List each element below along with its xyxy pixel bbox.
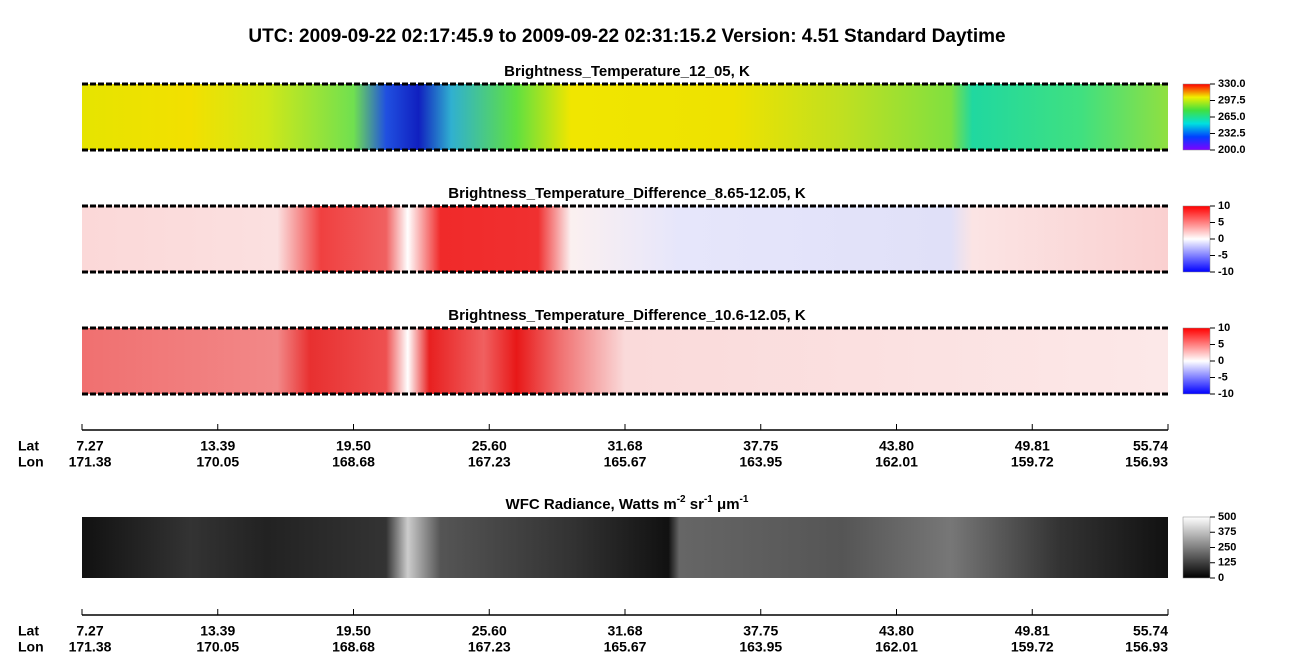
colorbar-label: 250 xyxy=(1218,541,1236,553)
lon-label: 159.72 xyxy=(1011,639,1054,655)
colorbar-label: 330.0 xyxy=(1218,78,1246,90)
lon-label: 163.95 xyxy=(739,639,782,655)
lon-label: 167.23 xyxy=(468,454,511,470)
data-image xyxy=(82,84,1168,150)
row-label: Lat xyxy=(18,623,39,639)
row-label: Lon xyxy=(18,454,44,470)
data-image xyxy=(82,328,1168,394)
lat-label: 37.75 xyxy=(743,438,778,454)
lon-label: 163.95 xyxy=(739,454,782,470)
colorbar-label: 375 xyxy=(1218,526,1236,538)
lon-label: 156.93 xyxy=(1125,639,1168,655)
panel-title: Brightness_Temperature_Difference_8.65-1… xyxy=(448,185,806,202)
lat-label: 13.39 xyxy=(200,438,235,454)
panel-title: WFC Radiance, Watts m-2 sr-1 μm-1 xyxy=(506,494,749,513)
lon-label: 170.05 xyxy=(196,454,239,470)
lon-label: 165.67 xyxy=(604,639,647,655)
lon-label: 167.23 xyxy=(468,639,511,655)
data-image xyxy=(82,517,1168,578)
lat-label: 55.74 xyxy=(1133,623,1168,639)
colorbar-label: 0 xyxy=(1218,572,1224,584)
colorbar-label: -5 xyxy=(1218,371,1228,383)
colorbar-label: -10 xyxy=(1218,266,1234,278)
lon-label: 162.01 xyxy=(875,639,918,655)
colorbar xyxy=(1182,516,1211,579)
title-part: μm xyxy=(713,496,740,513)
title-part: -1 xyxy=(740,494,749,505)
colorbar-label: 500 xyxy=(1218,511,1236,523)
lon-label: 162.01 xyxy=(875,454,918,470)
lat-label: 43.80 xyxy=(879,623,914,639)
panel-title: Brightness_Temperature_12_05, K xyxy=(504,63,750,80)
lat-label: 19.50 xyxy=(336,623,371,639)
colorbar xyxy=(1182,83,1211,151)
lat-label: 37.75 xyxy=(743,623,778,639)
lon-label: 168.68 xyxy=(332,639,375,655)
lat-label: 43.80 xyxy=(879,438,914,454)
row-label: Lon xyxy=(18,639,44,655)
colorbar-label: 0 xyxy=(1218,233,1224,245)
data-image xyxy=(82,206,1168,272)
colorbar-label: 5 xyxy=(1218,216,1224,228)
lat-label: 31.68 xyxy=(607,438,642,454)
lat-label: 7.27 xyxy=(76,438,103,454)
title-part: WFC Radiance, Watts m xyxy=(506,496,677,513)
lon-label: 168.68 xyxy=(332,454,375,470)
colorbar-label: 0 xyxy=(1218,355,1224,367)
lon-label: 165.67 xyxy=(604,454,647,470)
page-title: UTC: 2009-09-22 02:17:45.9 to 2009-09-22… xyxy=(248,26,1005,47)
panel-title: Brightness_Temperature_Difference_10.6-1… xyxy=(448,307,806,324)
colorbar-label: 125 xyxy=(1218,557,1236,569)
lon-label: 171.38 xyxy=(69,639,112,655)
lat-label: 13.39 xyxy=(200,623,235,639)
colorbar-label: -5 xyxy=(1218,249,1228,261)
colorbar-label: 200.0 xyxy=(1218,144,1246,156)
lat-label: 7.27 xyxy=(76,623,103,639)
lon-label: 159.72 xyxy=(1011,454,1054,470)
colorbar-label: -10 xyxy=(1218,388,1234,400)
colorbar-label: 297.5 xyxy=(1218,94,1246,106)
lat-label: 25.60 xyxy=(472,623,507,639)
lat-label: 25.60 xyxy=(472,438,507,454)
title-part: -2 xyxy=(677,494,686,505)
colorbar-label: 265.0 xyxy=(1218,111,1246,123)
colorbar-label: 10 xyxy=(1218,200,1230,212)
row-label: Lat xyxy=(18,438,39,454)
colorbar-label: 5 xyxy=(1218,338,1224,350)
lon-label: 171.38 xyxy=(69,454,112,470)
colorbar-label: 232.5 xyxy=(1218,127,1246,139)
colorbar-label: 10 xyxy=(1218,322,1230,334)
lat-label: 55.74 xyxy=(1133,438,1168,454)
title-part: -1 xyxy=(704,494,713,505)
lat-label: 19.50 xyxy=(336,438,371,454)
lat-label: 49.81 xyxy=(1015,438,1050,454)
lat-label: 31.68 xyxy=(607,623,642,639)
lon-label: 156.93 xyxy=(1125,454,1168,470)
lat-label: 49.81 xyxy=(1015,623,1050,639)
title-part: sr xyxy=(686,496,705,513)
colorbar xyxy=(1182,327,1211,395)
colorbar xyxy=(1182,205,1211,273)
lon-label: 170.05 xyxy=(196,639,239,655)
